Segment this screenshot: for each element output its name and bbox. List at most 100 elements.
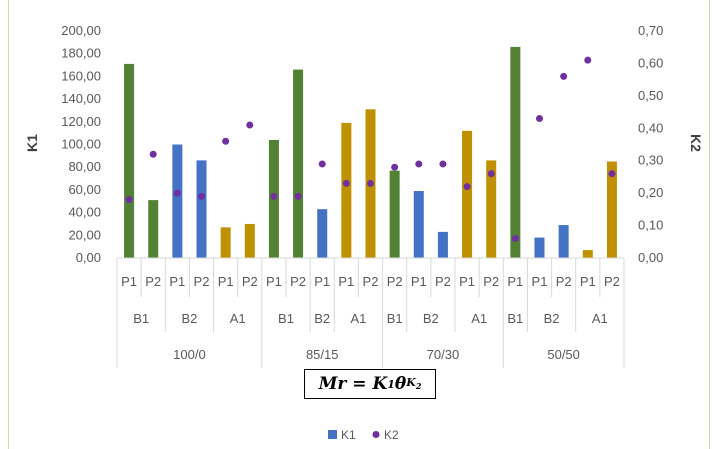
k1-bar [437, 231, 448, 258]
right-axis-ticks: 0,00 0,10 0,20 0,30 0,40 0,50 0,60 0,70 [638, 23, 663, 265]
k1-bar [510, 46, 521, 258]
right-tick-label: 0,00 [638, 250, 663, 265]
category-label: P1 [121, 274, 137, 289]
right-tick-label: 0,70 [638, 23, 663, 38]
left-tick-label: 80,00 [68, 159, 101, 174]
k2-point [198, 192, 205, 200]
k1-bar [413, 191, 424, 258]
k2-point [487, 170, 495, 178]
frame-border-left [8, 0, 9, 449]
k1-bar [220, 227, 231, 258]
legend: K1 K2 [328, 428, 399, 442]
category-label: P2 [363, 274, 379, 289]
subgroup-label: B2 [314, 311, 330, 326]
category-label: P2 [435, 274, 451, 289]
k2-point [560, 72, 568, 80]
k2-point [608, 170, 616, 178]
right-tick-label: 0,10 [638, 218, 663, 233]
legend-k1-swatch [328, 430, 337, 439]
subgroup-label: B2 [181, 311, 197, 326]
subgroup-label: B1 [507, 311, 523, 326]
left-tick-label: 120,00 [61, 114, 101, 129]
subgroup-label: B2 [423, 311, 439, 326]
k1-bar [389, 170, 400, 258]
left-axis-ticks: 0,00 20,00 40,00 60,00 80,00 100,00 120,00 140,… [61, 23, 101, 265]
k1-bar [148, 200, 159, 258]
group-label: 100/0 [173, 347, 206, 362]
right-tick-label: 0,30 [638, 153, 663, 168]
k1-bar [462, 130, 473, 258]
subgroup-label: A1 [350, 311, 366, 326]
group-label: 70/30 [427, 347, 460, 362]
subgroup-label: B1 [133, 311, 149, 326]
category-label: P1 [532, 274, 548, 289]
k1-bar [244, 223, 255, 258]
k2-point [463, 183, 471, 191]
k1-bar [606, 161, 617, 258]
k2-point [294, 192, 302, 200]
k1-bar [124, 63, 135, 258]
formula-sup-sub: 2 [415, 381, 422, 392]
legend-k1-label: K1 [341, 428, 356, 442]
right-tick-label: 0,50 [638, 88, 663, 103]
left-tick-label: 180,00 [61, 46, 101, 61]
group-label: 85/15 [306, 347, 339, 362]
right-axis-title: K2 [688, 134, 704, 152]
k2-point [318, 160, 326, 168]
left-tick-label: 0,00 [76, 250, 101, 265]
k1-bar [293, 69, 304, 258]
left-tick-label: 40,00 [68, 205, 101, 220]
category-label: P2 [483, 274, 499, 289]
left-tick-label: 140,00 [61, 91, 101, 106]
category-label: P1 [411, 274, 427, 289]
subgroup-label: B1 [278, 311, 294, 326]
category-label: P2 [242, 274, 258, 289]
left-tick-label: 20,00 [68, 227, 101, 242]
category-label: P1 [580, 274, 596, 289]
category-label: P1 [218, 274, 234, 289]
left-tick-label: 160,00 [61, 68, 101, 83]
k1-bar [196, 160, 207, 258]
category-label: P2 [556, 274, 572, 289]
k1-bars [124, 46, 617, 258]
subgroup-label: A1 [230, 311, 246, 326]
k1-bar [558, 225, 569, 258]
k2-point [536, 115, 543, 123]
right-tick-label: 0,60 [638, 55, 663, 70]
right-tick-label: 0,20 [638, 185, 663, 200]
k2-point [584, 56, 592, 64]
category-label: P1 [314, 274, 330, 289]
category-label: P2 [387, 274, 403, 289]
subgroup-label: B1 [387, 311, 403, 326]
k1-bar [582, 250, 593, 258]
category-label: P2 [604, 274, 620, 289]
right-tick-label: 0,40 [638, 120, 663, 135]
k1-bar [534, 237, 545, 258]
formula-theta: θ [394, 374, 407, 394]
k1-bar [172, 144, 183, 258]
category-label: P1 [169, 274, 185, 289]
category-label: P2 [290, 274, 306, 289]
k2-point [367, 179, 374, 187]
category-label: P1 [266, 274, 282, 289]
k2-point [511, 235, 519, 243]
left-axis-title: K1 [24, 134, 40, 152]
left-tick-label: 200,00 [61, 23, 101, 38]
subgroup-label: A1 [592, 311, 608, 326]
formula-sub: 1 [387, 377, 395, 391]
subgroup-label: A1 [471, 311, 487, 326]
k1-bar [486, 160, 497, 258]
k2-point [125, 196, 133, 204]
left-tick-label: 60,00 [68, 182, 101, 197]
category-label: P2 [145, 274, 161, 289]
category-label: P2 [194, 274, 210, 289]
formula-main: Mr = K [318, 374, 388, 394]
k2-point [439, 160, 447, 168]
legend-k2-label: K2 [384, 428, 399, 442]
group-label: 50/50 [547, 347, 580, 362]
k1-bar [317, 209, 328, 258]
k2-point [222, 137, 230, 145]
k2-point [391, 163, 399, 171]
frame-border-right [709, 0, 710, 449]
